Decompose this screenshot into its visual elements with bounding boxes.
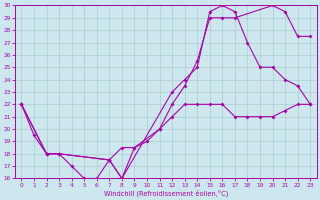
X-axis label: Windchill (Refroidissement éolien,°C): Windchill (Refroidissement éolien,°C) bbox=[104, 189, 228, 197]
